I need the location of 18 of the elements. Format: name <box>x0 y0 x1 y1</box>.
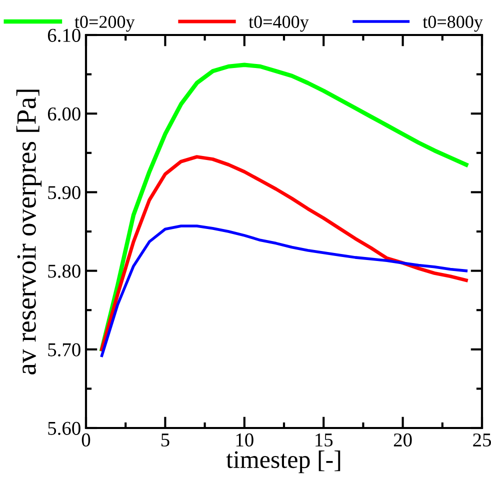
x-tick-label: 20 <box>394 433 412 447</box>
legend-label: t0=800y <box>422 16 483 32</box>
y-tick-label: 5.80 <box>48 264 80 278</box>
x-tick-label: 0 <box>82 433 90 447</box>
legend-label: t0=400y <box>248 16 309 32</box>
line-series <box>100 62 468 352</box>
line-series <box>100 224 468 358</box>
y-tick-label: 5.90 <box>48 186 80 200</box>
y-axis-title: av reservoir overpres [Pa] <box>16 90 42 374</box>
line-series <box>100 155 468 352</box>
x-tick-label: 5 <box>161 434 170 447</box>
x-tick-label: 25 <box>473 433 491 447</box>
x-axis-title: timestep [-] <box>226 450 340 474</box>
y-tick-label: 5.60 <box>48 422 80 436</box>
y-tick-label: 5.70 <box>48 343 80 356</box>
x-tick-label: 10 <box>236 433 254 447</box>
x-tick-label: 15 <box>316 434 333 447</box>
y-tick-label: 6.00 <box>48 107 80 121</box>
